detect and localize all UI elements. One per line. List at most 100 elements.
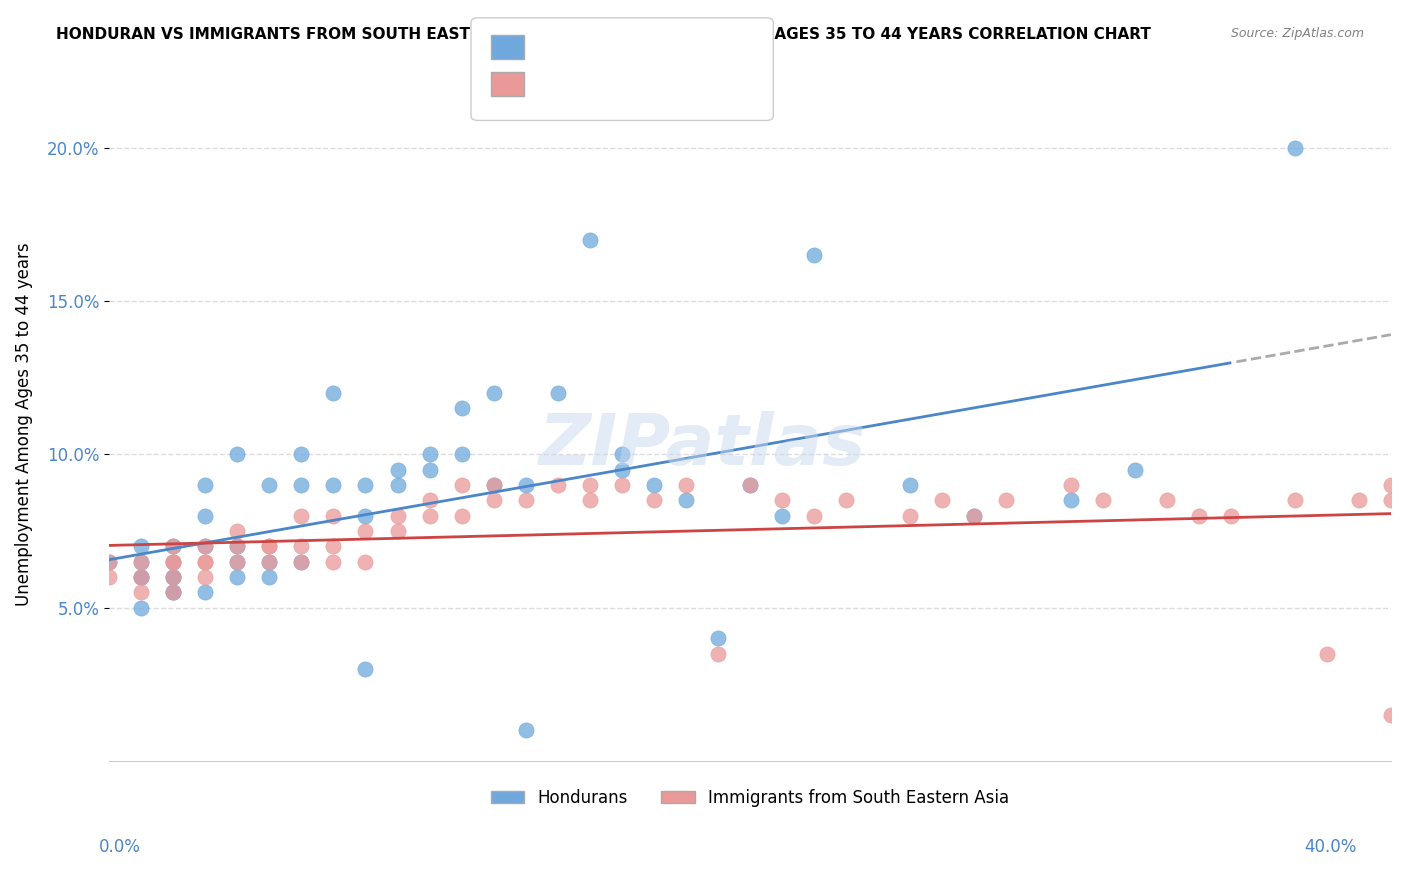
Point [98, 555, 121, 569]
Point [963, 508, 986, 523]
Point [162, 555, 184, 569]
Point [162, 585, 184, 599]
Point [226, 540, 249, 554]
Point [387, 478, 409, 492]
Text: HONDURAN VS IMMIGRANTS FROM SOUTH EASTERN ASIA UNEMPLOYMENT AMONG AGES 35 TO 44 : HONDURAN VS IMMIGRANTS FROM SOUTH EASTER… [56, 27, 1152, 42]
Point [482, 493, 505, 508]
Point [162, 570, 184, 584]
Point [1219, 508, 1241, 523]
Point [354, 662, 377, 676]
Point [290, 447, 312, 461]
Point [354, 508, 377, 523]
Point [770, 508, 793, 523]
Point [162, 585, 184, 599]
Point [963, 508, 986, 523]
Point [162, 540, 184, 554]
Point [482, 386, 505, 401]
Text: ZIPatlas: ZIPatlas [540, 411, 866, 481]
Point [675, 493, 697, 508]
Point [1348, 493, 1371, 508]
Point [1123, 463, 1146, 477]
Point [419, 447, 441, 461]
Point [194, 508, 217, 523]
Point [259, 540, 281, 554]
Point [322, 508, 344, 523]
Point [419, 508, 441, 523]
Point [450, 508, 472, 523]
Point [387, 463, 409, 477]
Point [194, 555, 217, 569]
Point [194, 540, 217, 554]
Point [194, 540, 217, 554]
Point [450, 478, 472, 492]
Point [707, 647, 730, 661]
Point [162, 585, 184, 599]
Point [226, 555, 249, 569]
Point [643, 478, 665, 492]
Point [322, 555, 344, 569]
Point [290, 478, 312, 492]
Point [835, 493, 858, 508]
Point [643, 493, 665, 508]
Point [226, 447, 249, 461]
Point [322, 478, 344, 492]
Point [1284, 141, 1306, 155]
Text: R = -0.139: R = -0.139 [531, 77, 613, 91]
Point [387, 524, 409, 538]
Point [226, 555, 249, 569]
Point [547, 386, 569, 401]
Point [129, 570, 152, 584]
Point [1316, 647, 1339, 661]
Point [259, 540, 281, 554]
Point [515, 493, 537, 508]
Point [129, 600, 152, 615]
Point [194, 570, 217, 584]
Point [707, 632, 730, 646]
Point [162, 540, 184, 554]
Point [1379, 493, 1402, 508]
Point [129, 540, 152, 554]
Point [162, 555, 184, 569]
Point [194, 585, 217, 599]
Text: Source: ZipAtlas.com: Source: ZipAtlas.com [1230, 27, 1364, 40]
Y-axis label: Unemployment Among Ages 35 to 44 years: Unemployment Among Ages 35 to 44 years [15, 242, 32, 606]
Point [259, 570, 281, 584]
Point [579, 493, 602, 508]
Point [226, 570, 249, 584]
Point [98, 570, 121, 584]
Point [129, 555, 152, 569]
Point [354, 478, 377, 492]
Point [1156, 493, 1178, 508]
Point [194, 555, 217, 569]
Point [1379, 708, 1402, 723]
Point [450, 401, 472, 416]
Point [162, 570, 184, 584]
Point [290, 555, 312, 569]
Point [162, 570, 184, 584]
Point [579, 233, 602, 247]
Point [290, 555, 312, 569]
Point [129, 570, 152, 584]
Point [226, 540, 249, 554]
Text: 40.0%: 40.0% [1305, 838, 1357, 855]
Point [259, 555, 281, 569]
Point [515, 478, 537, 492]
Point [1284, 493, 1306, 508]
Point [387, 508, 409, 523]
Point [482, 478, 505, 492]
Point [419, 493, 441, 508]
Point [610, 447, 633, 461]
Point [579, 478, 602, 492]
Point [770, 493, 793, 508]
Point [129, 570, 152, 584]
Point [675, 478, 697, 492]
Point [610, 478, 633, 492]
Text: R =  0.510: R = 0.510 [531, 39, 613, 54]
Point [129, 555, 152, 569]
Point [931, 493, 953, 508]
Point [354, 524, 377, 538]
Point [129, 585, 152, 599]
Point [803, 248, 825, 262]
Point [419, 463, 441, 477]
Point [354, 555, 377, 569]
